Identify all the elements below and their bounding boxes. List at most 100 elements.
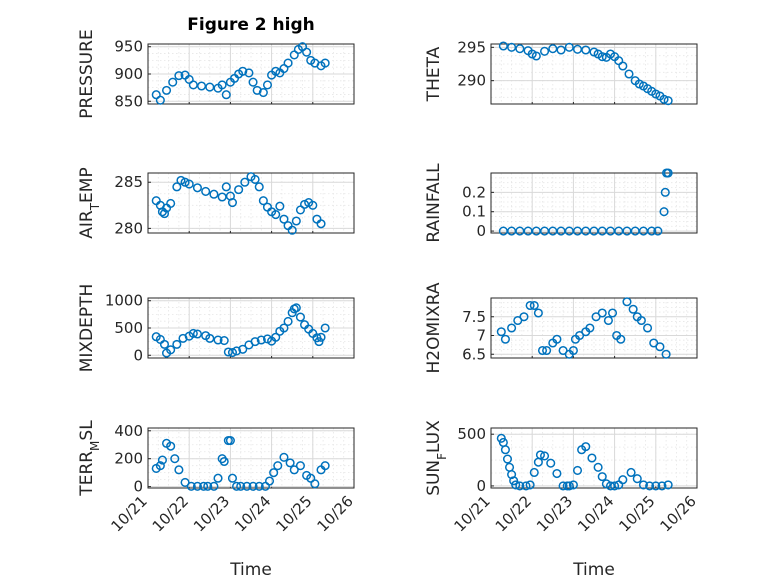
x-axis-label-right: Time xyxy=(572,560,615,580)
data-point xyxy=(632,474,642,484)
data-point xyxy=(587,453,597,463)
data-point xyxy=(213,335,223,345)
data-point xyxy=(558,481,568,491)
data-point xyxy=(219,456,229,467)
x-tick-label: 10/21 xyxy=(451,492,494,535)
data-point xyxy=(605,481,616,491)
data-point xyxy=(219,335,229,346)
y-tick-label: 7 xyxy=(476,327,486,345)
data-point xyxy=(525,480,535,490)
y-tick-label: 0 xyxy=(476,477,486,495)
data-point xyxy=(242,481,252,491)
data-point xyxy=(316,332,326,342)
data-point xyxy=(227,347,238,358)
data-point xyxy=(217,80,227,90)
data-point xyxy=(502,454,513,464)
data-point xyxy=(172,339,182,349)
axes-frame xyxy=(147,297,355,359)
data-point xyxy=(295,461,305,471)
x-tick-label: 10/25 xyxy=(615,492,658,535)
data-point xyxy=(238,66,248,76)
data-point xyxy=(525,300,535,311)
y-tick-label: 900 xyxy=(114,65,143,83)
data-point xyxy=(205,82,215,92)
data-point xyxy=(192,329,202,339)
data-point xyxy=(225,436,235,446)
data-point xyxy=(507,470,517,480)
data-point xyxy=(507,323,517,333)
data-point xyxy=(223,347,233,357)
data-point xyxy=(638,480,648,490)
data-point xyxy=(500,334,510,344)
data-point xyxy=(166,441,176,451)
y-axis-label: RAINFALL xyxy=(424,163,444,243)
axes-frame xyxy=(147,43,355,105)
data-point xyxy=(178,333,188,343)
data-point xyxy=(655,342,665,352)
y-tick-label: 285 xyxy=(114,173,143,191)
data-point xyxy=(552,334,562,344)
data-point xyxy=(645,481,655,491)
data-point xyxy=(603,315,613,326)
data-point xyxy=(244,68,254,78)
data-point xyxy=(572,465,583,475)
data-point xyxy=(663,168,673,178)
data-point xyxy=(521,481,531,491)
x-tick-label: 10/26 xyxy=(657,492,700,535)
data-point xyxy=(269,468,279,478)
data-point xyxy=(597,52,607,62)
data-point xyxy=(320,58,330,68)
data-point xyxy=(500,445,510,455)
y-tick-label: 200 xyxy=(114,450,143,468)
data-point xyxy=(618,61,628,71)
y-tick-label: 0 xyxy=(133,478,143,496)
data-point xyxy=(170,454,180,464)
data-point xyxy=(279,323,289,333)
data-point xyxy=(533,308,543,318)
data-point xyxy=(168,77,178,87)
data-point xyxy=(240,177,250,187)
data-point xyxy=(507,42,517,52)
data-point xyxy=(552,468,562,479)
data-point xyxy=(248,481,258,491)
data-point xyxy=(628,304,638,314)
data-point xyxy=(279,214,289,224)
data-point xyxy=(295,312,305,322)
data-point xyxy=(203,481,213,491)
y-tick-label: 0 xyxy=(133,346,143,364)
data-point xyxy=(511,480,521,490)
data-point xyxy=(166,345,176,355)
data-point xyxy=(186,481,196,491)
axes-frame xyxy=(490,427,698,489)
data-point xyxy=(161,85,172,95)
y-tick-label: 500 xyxy=(457,425,486,443)
y-axis-label: MIXDEPTH xyxy=(77,284,97,373)
data-point xyxy=(285,458,295,468)
data-point xyxy=(250,337,260,347)
subplot-h2omixra: 6.577.5 H2OMIXRA xyxy=(424,282,698,374)
data-point xyxy=(221,90,231,100)
axes-frame xyxy=(490,297,698,359)
data-point xyxy=(320,323,330,333)
data-point xyxy=(659,94,669,104)
data-point xyxy=(188,80,198,90)
y-tick-label: 950 xyxy=(114,38,143,56)
data-point xyxy=(227,197,238,208)
subplot-pressure: 850 900 950 PRESSURE xyxy=(77,29,355,119)
data-point xyxy=(159,339,170,349)
data-point xyxy=(624,69,634,79)
data-point xyxy=(205,333,215,343)
data-point xyxy=(622,297,632,307)
data-point xyxy=(515,44,525,54)
data-point xyxy=(663,480,673,490)
y-axis-label: AIRTEMP xyxy=(77,167,102,238)
data-point xyxy=(660,187,670,197)
data-point xyxy=(254,182,264,192)
data-point xyxy=(548,44,558,54)
subplot-terr-msl: 0 200 400 TERRMSL10/2110/2210/2310/2410/251… xyxy=(77,420,357,536)
x-tick-label: 10/24 xyxy=(574,492,617,535)
y-tick-label: 0.1 xyxy=(462,203,486,221)
data-point xyxy=(209,189,219,199)
axes-frame xyxy=(490,172,698,234)
y-axis-label: PRESSURE xyxy=(77,29,97,118)
